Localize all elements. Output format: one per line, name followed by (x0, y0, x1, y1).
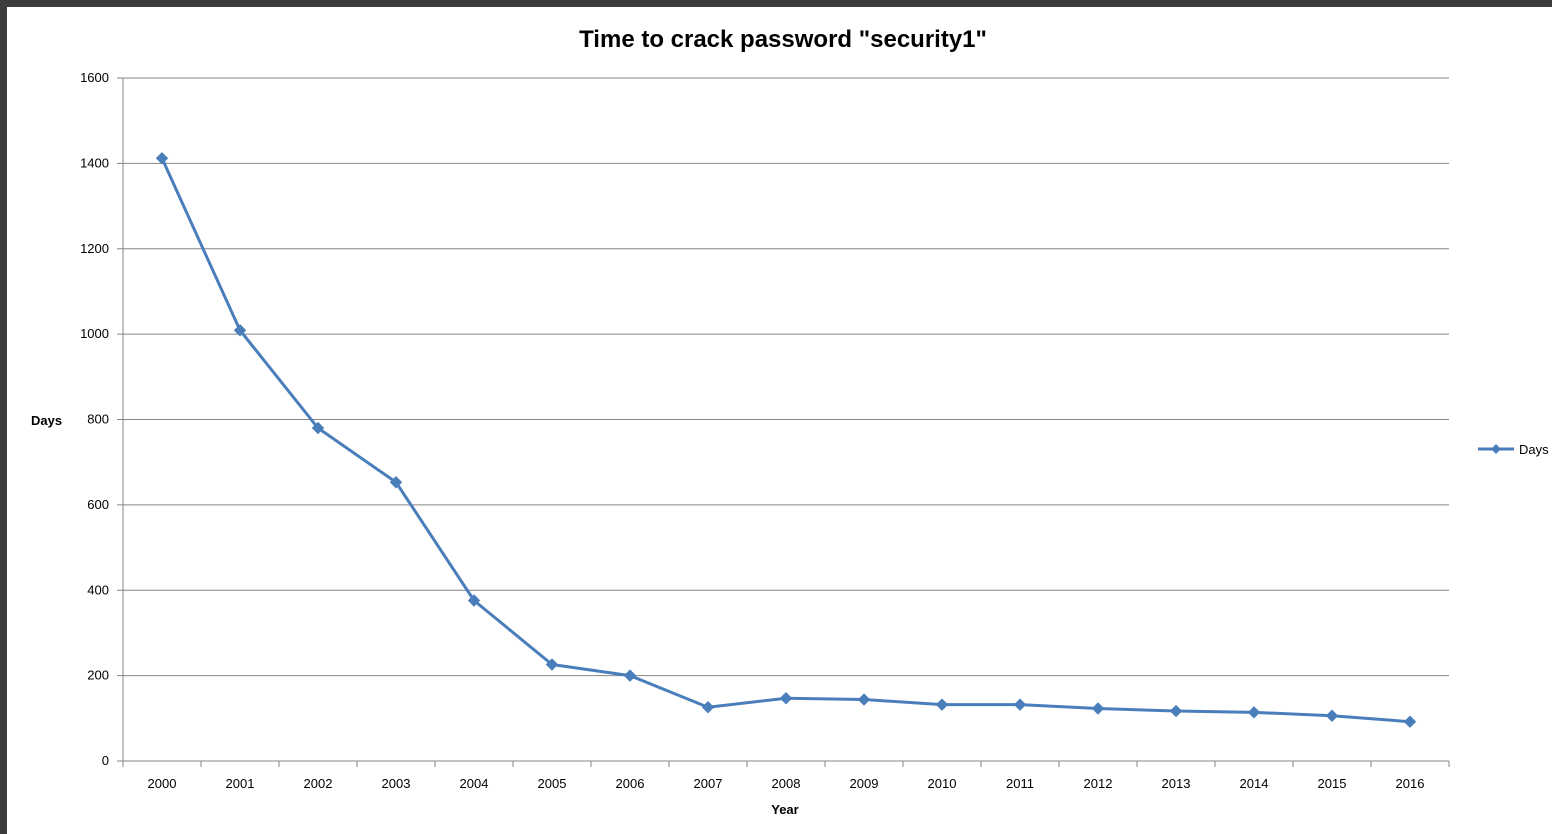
x-tick-label: 2011 (1006, 776, 1034, 791)
gridlines (123, 77, 1449, 677)
x-tick-label: 2001 (226, 776, 255, 791)
x-tick-label: 2003 (382, 776, 411, 791)
series-line (160, 157, 1411, 724)
x-tick-label: 2009 (850, 776, 879, 791)
x-tick-labels: 2000 2001 2002 2003 2004 2005 2006 2007 2008 2009… (148, 776, 1425, 791)
x-tick-label: 2005 (538, 776, 567, 791)
x-tick-label: 2012 (1084, 776, 1113, 791)
x-tick-label: 2002 (304, 776, 333, 791)
data-point-marker (545, 658, 559, 671)
x-tick-label: 2016 (1396, 776, 1425, 791)
line-chart: Time to crack password "security1" 02004… (31, 26, 1549, 817)
x-tick-label: 2010 (928, 776, 957, 791)
x-tick-label: 2004 (460, 776, 489, 791)
data-point-marker (1169, 704, 1183, 718)
x-tick-label: 2008 (772, 776, 801, 791)
data-point-marker (935, 698, 949, 711)
data-point-marker (155, 152, 169, 165)
y-tick-label: 800 (87, 412, 109, 427)
legend: Days (1478, 442, 1549, 457)
data-point-marker (1013, 698, 1027, 711)
x-tick-label: 2013 (1162, 776, 1191, 791)
y-axis-title: Days (31, 413, 62, 428)
y-tick-label: 0 (102, 753, 109, 768)
data-point-marker (1091, 702, 1105, 715)
y-tick-label: 400 (87, 582, 109, 597)
y-tick-label: 200 (87, 668, 109, 683)
data-point-marker (857, 693, 871, 706)
data-point-marker (311, 421, 325, 435)
chart-title: Time to crack password "security1" (579, 26, 987, 53)
x-axis-title: Year (771, 802, 798, 817)
axes (117, 77, 1450, 767)
legend-label: Days (1519, 442, 1549, 457)
y-tick-label: 600 (87, 497, 109, 512)
series-group (155, 152, 1417, 728)
legend-marker (1491, 444, 1501, 454)
data-point-marker (779, 692, 793, 705)
x-tick-label: 2000 (148, 776, 177, 791)
y-tick-label: 1600 (80, 70, 109, 85)
x-tick-label: 2007 (694, 776, 723, 791)
y-tick-label: 1200 (80, 241, 109, 256)
x-tick-label: 2014 (1240, 776, 1269, 791)
x-tick-label: 2015 (1318, 776, 1347, 791)
chart-area: Time to crack password "security1" 0 200 4… (7, 7, 1552, 834)
y-tick-label: 1400 (80, 155, 109, 170)
data-point-marker (1247, 706, 1261, 719)
data-point-marker (1325, 709, 1339, 722)
data-point-marker (389, 476, 403, 489)
data-point-marker (701, 701, 715, 714)
data-point-marker (467, 594, 481, 607)
data-point-marker (1403, 715, 1417, 728)
data-point-marker (623, 669, 637, 682)
data-point-marker (233, 324, 247, 337)
y-tick-label: 1000 (80, 326, 109, 341)
x-tick-label: 2006 (616, 776, 645, 791)
y-tick-labels: 0 200 400 600 800 1000 1200 1400 1600 (80, 70, 109, 768)
